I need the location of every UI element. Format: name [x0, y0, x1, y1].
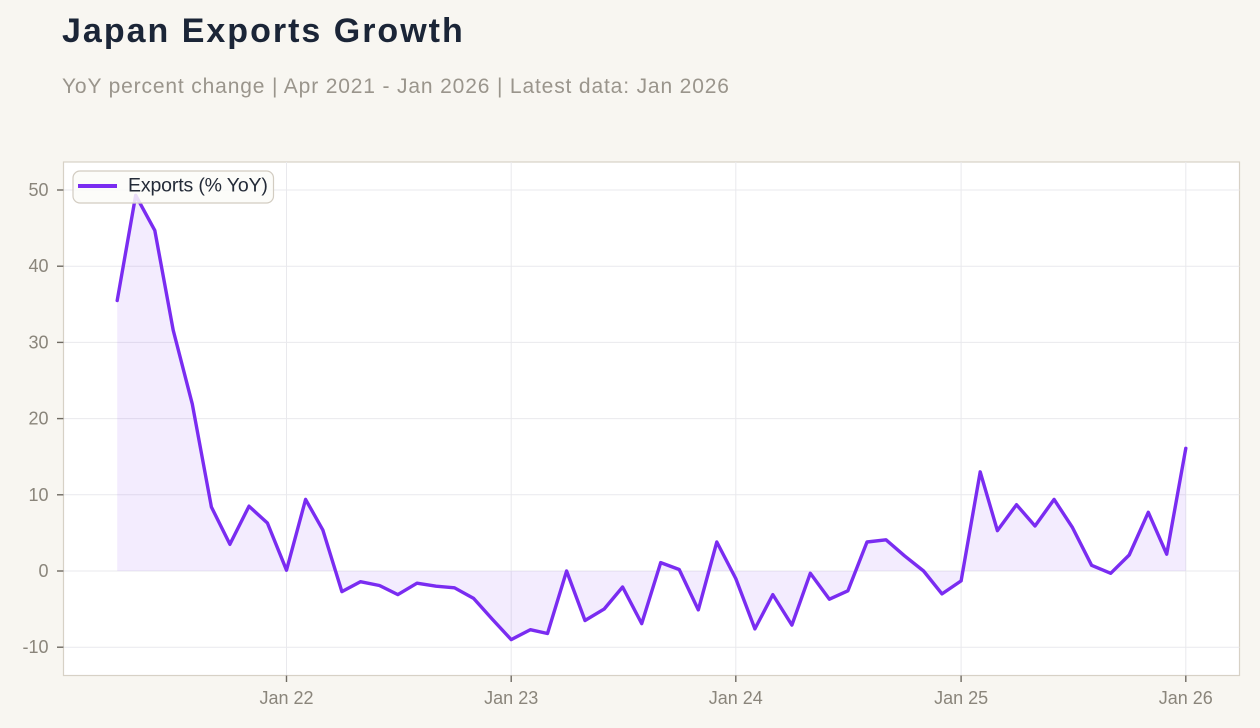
svg-text:20: 20 [28, 409, 48, 429]
svg-text:Jan 22: Jan 22 [259, 688, 313, 708]
svg-text:Jan 25: Jan 25 [934, 688, 988, 708]
svg-text:Japan Exports Growth: Japan Exports Growth [62, 12, 465, 50]
svg-text:40: 40 [28, 256, 48, 276]
svg-text:Exports (% YoY): Exports (% YoY) [128, 175, 268, 197]
svg-text:-10: -10 [22, 637, 48, 657]
svg-text:Jan 23: Jan 23 [484, 688, 538, 708]
svg-text:30: 30 [28, 332, 48, 352]
svg-text:0: 0 [38, 561, 48, 581]
svg-text:50: 50 [28, 180, 48, 200]
svg-text:Jan 24: Jan 24 [709, 688, 763, 708]
svg-text:Jan 26: Jan 26 [1159, 688, 1213, 708]
svg-text:YoY percent change | Apr 2021: YoY percent change | Apr 2021 - Jan 2026… [62, 75, 730, 98]
svg-text:10: 10 [28, 485, 48, 505]
